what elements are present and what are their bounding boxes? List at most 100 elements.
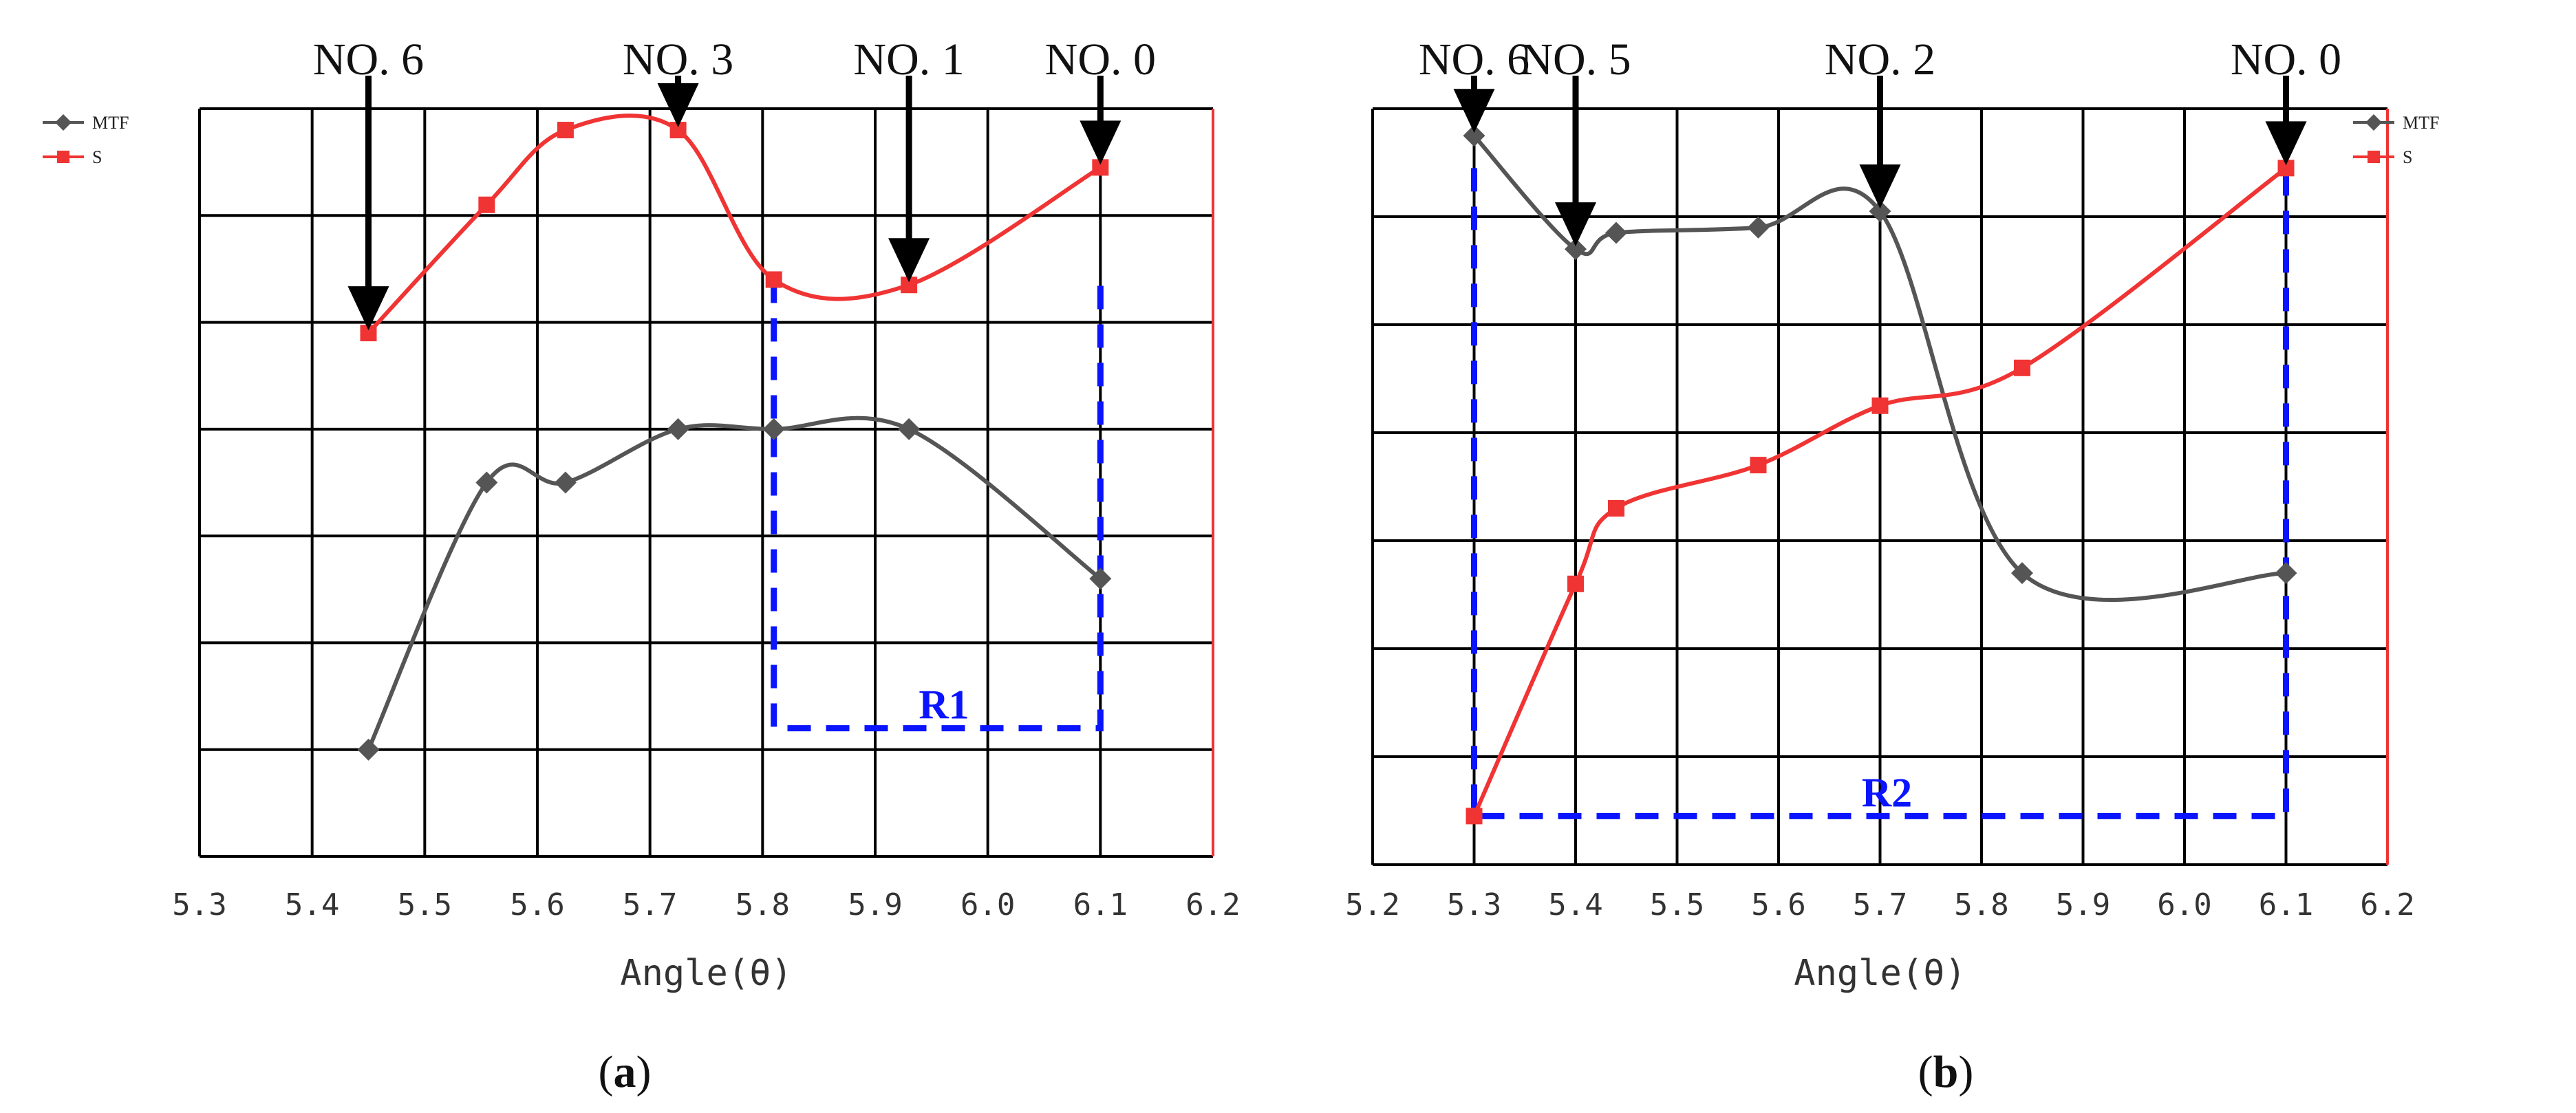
annotation-arrow-head — [1453, 89, 1495, 133]
data-point-s — [1567, 575, 1584, 592]
annotation-arrow-head — [1080, 120, 1121, 165]
annotation-label: NO. 0 — [2231, 34, 2341, 85]
legend-marker-mtf — [55, 114, 72, 131]
data-point-mtf — [1463, 125, 1485, 147]
series-line-mtf — [366, 415, 1102, 750]
panel-caption: (b) — [1918, 1047, 1974, 1097]
region-outline — [771, 279, 1104, 732]
caption-close: ) — [1958, 1047, 1973, 1097]
data-point-s — [2014, 359, 2030, 376]
x-tick-label: 5.6 — [1751, 887, 1805, 922]
annotation-label: NO. 6 — [313, 34, 424, 85]
x-tick-label: 6.0 — [2157, 887, 2211, 922]
data-point-mtf — [2011, 562, 2033, 585]
annotation-arrow-head — [657, 83, 699, 128]
x-axis-label: Angle(θ) — [620, 953, 792, 994]
legend-marker-s — [2368, 151, 2380, 163]
data-point-mtf — [1605, 221, 1627, 244]
caption-close: ) — [636, 1047, 652, 1097]
x-tick-label: 5.8 — [736, 887, 790, 922]
x-tick-label: 5.7 — [623, 887, 677, 922]
legend-label-s: S — [92, 147, 102, 167]
annotation: NO. 6 — [313, 34, 424, 331]
data-point-s — [1750, 457, 1767, 474]
x-tick-label: 6.2 — [1185, 887, 1240, 922]
region-box: R1 — [771, 279, 1104, 732]
x-tick-label: 5.6 — [510, 887, 564, 922]
series-mtf — [357, 415, 1112, 761]
x-tick-label: 5.9 — [2056, 887, 2110, 922]
series-s — [360, 114, 1109, 342]
x-tick-label: 5.9 — [848, 887, 902, 922]
data-point-s — [557, 122, 574, 139]
annotation: NO. 0 — [2231, 34, 2341, 166]
legend-label-mtf: MTF — [92, 113, 129, 133]
annotation: NO. 0 — [1045, 34, 1156, 165]
x-tick-label: 5.4 — [1548, 887, 1602, 922]
legend: MTF S — [2353, 113, 2439, 167]
annotation: NO. 3 — [623, 34, 733, 128]
data-point-mtf — [762, 418, 785, 440]
caption-letter: a — [614, 1047, 636, 1097]
caption-letter: b — [1933, 1047, 1959, 1097]
data-point-mtf — [1747, 216, 1770, 239]
data-point-s — [1871, 397, 1889, 414]
chart-panel-a: 5.3 5.4 5.5 5.6 5.7 5.8 5.9 6.0 6.1 6.2 Angle(θ) R1… — [43, 34, 1241, 1097]
annotation-label: NO. 1 — [853, 34, 964, 85]
annotation-arrow-head — [888, 238, 930, 283]
region-box: R2 — [1471, 168, 2289, 819]
panel-caption: (a) — [599, 1047, 652, 1097]
annotation-label: NO. 6 — [1419, 34, 1530, 85]
x-tick-label: 5.8 — [1954, 887, 2008, 922]
annotation: NO. 5 — [1520, 34, 1631, 247]
x-tick-label: 6.1 — [1073, 887, 1128, 922]
data-point-s — [478, 196, 495, 213]
caption-open: ( — [599, 1047, 614, 1097]
legend-label-s: S — [2403, 147, 2412, 167]
annotation: NO. 6 — [1419, 34, 1530, 133]
x-tick-label: 6.0 — [960, 887, 1015, 922]
annotation-label: NO. 5 — [1520, 34, 1631, 85]
data-point-s — [1608, 499, 1624, 517]
x-tick-label: 5.3 — [172, 887, 226, 922]
legend-marker-mtf — [2365, 114, 2382, 131]
data-point-mtf — [667, 418, 689, 440]
annotation-arrow-head — [1859, 164, 1901, 209]
x-tick-label: 6.2 — [2360, 887, 2414, 922]
grid — [198, 107, 1214, 858]
data-point-s — [1466, 808, 1483, 825]
data-point-mtf — [1565, 238, 1587, 261]
region-label: R1 — [919, 682, 969, 728]
x-tick-label: 5.2 — [1345, 887, 1399, 922]
legend-label-mtf: MTF — [2403, 113, 2439, 133]
legend-marker-s — [57, 151, 69, 163]
annotation: NO. 2 — [1825, 34, 1935, 209]
caption-open: ( — [1918, 1047, 1933, 1097]
data-point-s — [765, 271, 782, 288]
series-line-mtf — [1472, 134, 2286, 603]
x-axis-label: Angle(θ) — [1794, 953, 1966, 994]
annotation-arrow-head — [2265, 121, 2307, 166]
series-line-s — [367, 114, 1102, 335]
annotation-label: NO. 2 — [1825, 34, 1935, 85]
x-tick-label: 5.3 — [1447, 887, 1501, 922]
chart-panel-b: 5.2 5.3 5.4 5.5 5.6 5.7 5.8 5.9 6.0 6.1 6.2 Angle(θ… — [1345, 34, 2439, 1097]
data-point-mtf — [2275, 562, 2297, 585]
x-tick-label: 5.5 — [1650, 887, 1704, 922]
x-tick-label: 5.4 — [285, 887, 339, 922]
legend: MTF S — [43, 113, 129, 167]
data-point-mtf — [357, 738, 380, 761]
series-line-s — [1472, 166, 2288, 817]
data-point-mtf — [554, 471, 577, 494]
data-point-mtf — [475, 471, 498, 494]
annotation-arrow-head — [347, 286, 389, 331]
annotation-arrow-head — [1555, 202, 1596, 247]
data-point-mtf — [1869, 200, 1891, 223]
series-mtf — [1463, 125, 2297, 603]
annotation-label: NO. 3 — [623, 34, 733, 85]
region-label: R2 — [1862, 770, 1912, 815]
data-point-mtf — [1089, 568, 1112, 590]
series-s — [1466, 160, 2295, 825]
x-tick-label: 6.1 — [2259, 887, 2313, 922]
